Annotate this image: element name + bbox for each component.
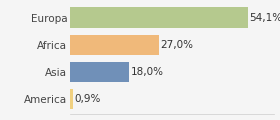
Bar <box>70 89 73 109</box>
Text: 27,0%: 27,0% <box>160 40 193 50</box>
Bar <box>70 7 248 28</box>
Text: 18,0%: 18,0% <box>131 67 164 77</box>
Text: 54,1%: 54,1% <box>250 13 280 23</box>
Text: 0,9%: 0,9% <box>74 94 101 104</box>
Bar <box>70 35 159 55</box>
Bar <box>70 62 129 82</box>
